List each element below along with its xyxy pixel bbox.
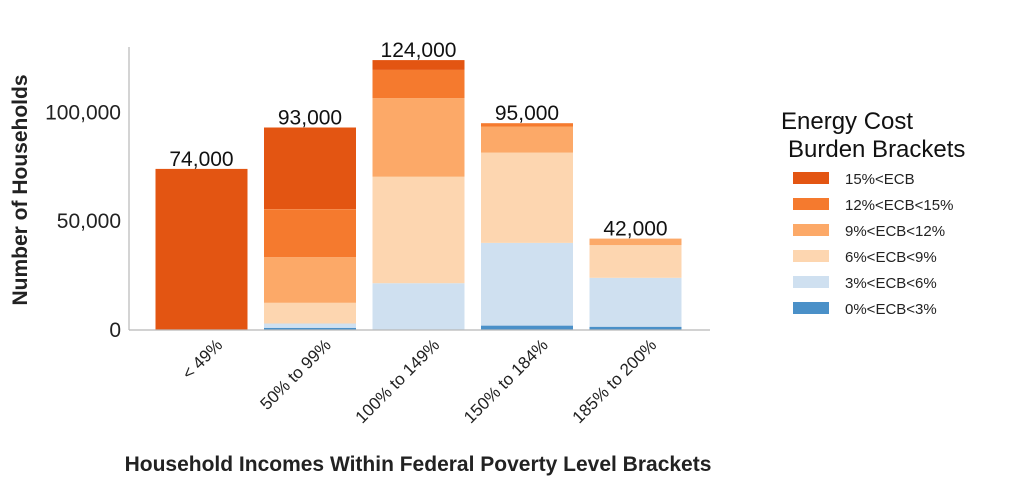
y-ticks-group: 0 50,000 100,000 xyxy=(45,101,121,342)
bar-segment xyxy=(589,277,682,327)
total-label: 95,000 xyxy=(495,102,559,125)
legend-swatch xyxy=(793,302,829,314)
bar-segment xyxy=(589,238,682,246)
total-label: 93,000 xyxy=(278,107,342,130)
total-label: 124,000 xyxy=(381,39,457,62)
bar-segment xyxy=(372,60,465,70)
y-tick-label: 100,000 xyxy=(45,101,121,124)
legend-swatch xyxy=(793,276,829,288)
y-axis-title: Number of Households xyxy=(9,74,32,305)
bar-segment xyxy=(372,283,465,330)
x-axis-title: Household Incomes Within Federal Poverty… xyxy=(125,453,712,476)
legend: Energy Cost Burden Brackets 15%<ECB 12%<E… xyxy=(781,108,965,318)
bar-segment xyxy=(372,69,465,99)
x-tick-label: 185% to 200% xyxy=(569,335,661,427)
legend-title-line-2: Burden Brackets xyxy=(788,136,965,163)
legend-label: 0%<ECB<3% xyxy=(845,301,937,318)
legend-title-line-1: Energy Cost xyxy=(781,108,913,135)
bar-segment xyxy=(264,127,356,210)
legend-swatch xyxy=(793,224,829,236)
x-tick-label: 100% to 149% xyxy=(352,335,444,427)
bar-segment xyxy=(264,257,356,303)
legend-swatch xyxy=(793,172,829,184)
legend-label: 9%<ECB<12% xyxy=(845,223,945,240)
x-tick-label: < 49% xyxy=(178,335,226,383)
x-tick-label: 150% to 184% xyxy=(460,335,552,427)
legend-label: 3%<ECB<6% xyxy=(845,275,937,292)
bar-segment xyxy=(264,302,356,324)
bar-segment xyxy=(264,209,356,258)
bar-segment xyxy=(155,168,248,330)
axes-group xyxy=(128,47,710,331)
bar-segment xyxy=(481,325,573,330)
bar-segment xyxy=(481,126,573,153)
legend-label: 15%<ECB xyxy=(845,171,915,188)
x-ticks-group: < 49% 50% to 99% 100% to 149% 150% to 184% 1… xyxy=(178,335,660,427)
legend-label: 12%<ECB<15% xyxy=(845,197,953,214)
legend-swatch xyxy=(793,198,829,210)
bar-segment xyxy=(481,123,573,127)
y-tick-label: 0 xyxy=(109,319,121,342)
bar-segment xyxy=(589,245,682,278)
total-labels-group: 74,000 93,000 124,000 95,000 42,000 xyxy=(169,39,667,241)
x-tick-label: 50% to 99% xyxy=(257,335,335,413)
total-label: 74,000 xyxy=(169,148,233,171)
bar-segment xyxy=(481,242,573,326)
y-tick-label: 50,000 xyxy=(57,210,121,233)
bar-segment xyxy=(372,98,465,177)
bar-segment xyxy=(589,326,682,330)
total-label: 42,000 xyxy=(603,218,667,241)
legend-swatch xyxy=(793,250,829,262)
bar-segment xyxy=(264,323,356,328)
bars-group xyxy=(155,60,682,330)
bar-segment xyxy=(372,176,465,284)
legend-items: 15%<ECB 12%<ECB<15% 9%<ECB<12% 6%<ECB<9% 3%<… xyxy=(793,171,953,318)
bar-segment xyxy=(481,152,573,243)
legend-label: 6%<ECB<9% xyxy=(845,249,937,266)
bar-segment xyxy=(264,327,356,330)
